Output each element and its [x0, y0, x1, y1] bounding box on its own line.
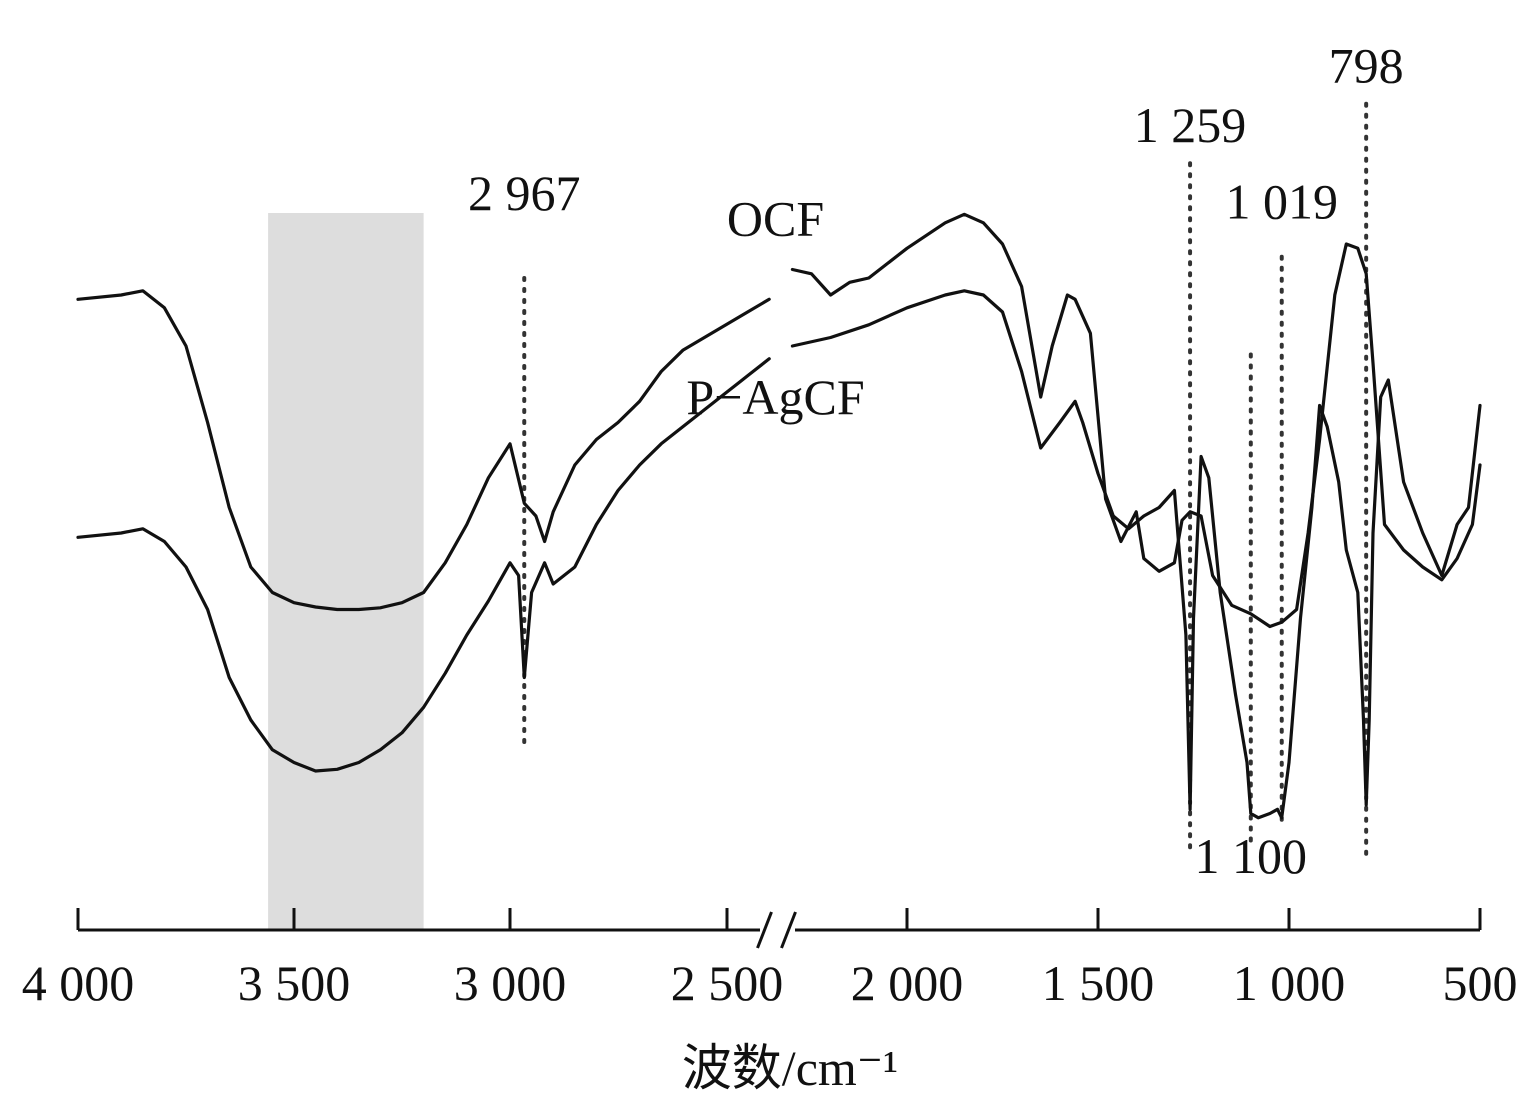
x-axis: [76, 908, 1482, 949]
x-tick-label: 3 000: [454, 955, 567, 1011]
peak-label: 1 259: [1134, 97, 1247, 153]
annotation-layer: 2 967 1 259 1 019 798 1 100: [468, 38, 1404, 885]
x-tick-label: 3 500: [238, 955, 351, 1011]
series-layer: [76, 212, 1482, 820]
series-line: [790, 212, 1482, 629]
x-tick-label: 4 000: [22, 955, 135, 1011]
peak-label: 798: [1329, 38, 1404, 94]
x-tick-label: 1 500: [1042, 955, 1155, 1011]
series-label-layer: OCF P−AgCF: [686, 191, 864, 426]
x-tick-label: 2 000: [851, 955, 964, 1011]
series-label: P−AgCF: [686, 369, 864, 425]
series-line: [76, 357, 771, 773]
series-line: [790, 289, 1482, 820]
series-line: [76, 289, 771, 612]
axis-break-mark: [780, 911, 797, 949]
peak-label: 2 967: [468, 165, 581, 221]
x-tick-label: 500: [1443, 955, 1518, 1011]
series-label: OCF: [727, 191, 824, 247]
x-tick-label: 1 000: [1233, 955, 1346, 1011]
shaded-band: [268, 213, 424, 930]
shaded-band-layer: [268, 213, 424, 930]
x-tick-label: 2 500: [671, 955, 784, 1011]
x-tick-label-layer: 4 000 3 500 3 000 2 500 2 000 1 500 1 000 500: [22, 955, 1518, 1011]
x-axis-title: 波数/cm⁻¹: [682, 1040, 898, 1096]
axis-break-mark: [756, 911, 773, 949]
peak-label: 1 100: [1195, 828, 1308, 884]
peak-label: 1 019: [1225, 174, 1338, 230]
